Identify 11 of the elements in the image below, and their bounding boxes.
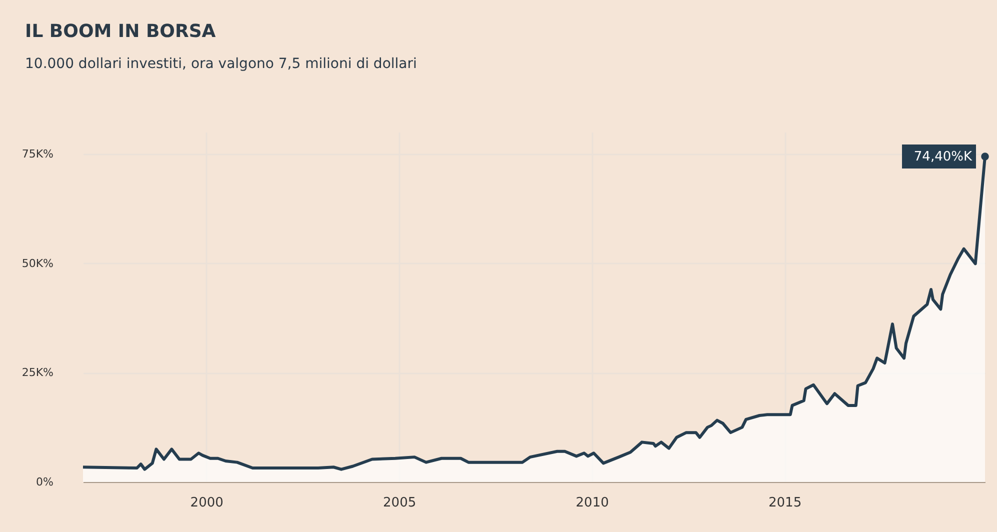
x-tick-label: 2010 (576, 496, 609, 510)
chart-subtitle: 10.000 dollari investiti, ora valgono 7,5 milioni di dollari (25, 56, 417, 72)
y-tick-label: 75K% (22, 147, 54, 160)
y-tick-label: 50K% (22, 256, 54, 270)
chart-title: IL BOOM IN BORSA (25, 21, 216, 42)
x-tick-label: 2000 (190, 496, 224, 510)
x-tick-label: 2005 (383, 496, 416, 510)
y-tick-label: 0% (36, 476, 54, 488)
x-tick-label: 2015 (768, 496, 802, 510)
annotation: 74,40%K (914, 150, 972, 164)
y-tick-label: 25K% (22, 366, 54, 380)
